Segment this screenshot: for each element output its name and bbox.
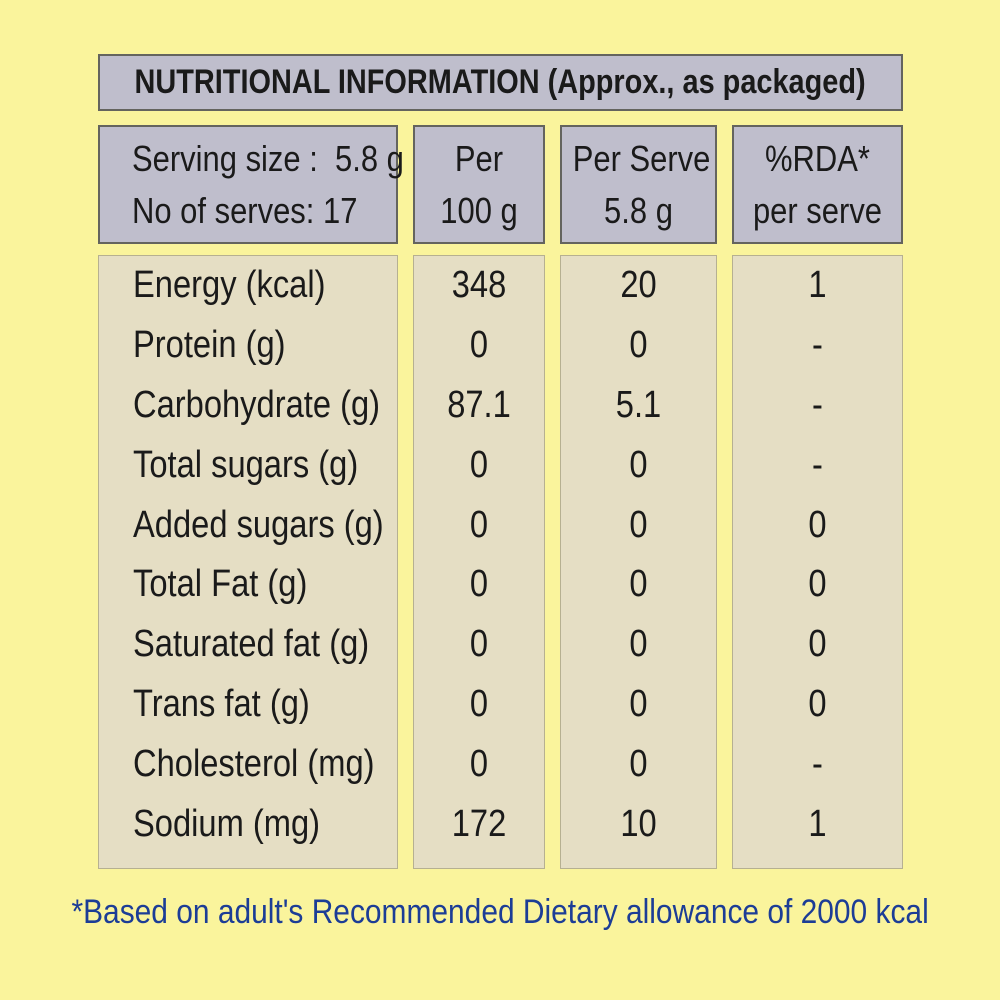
- per-serve-value: 0: [629, 443, 648, 486]
- rda-value: 0: [808, 503, 827, 546]
- per-100g-value: 0: [469, 563, 489, 606]
- rda-value: 0: [808, 623, 827, 666]
- per-serve-value: 0: [629, 563, 648, 606]
- footnote-text: *Based on adult's Recommended Dietary al…: [71, 893, 929, 931]
- per-100g-value: 0: [469, 324, 489, 367]
- nutrient-label: Cholesterol (mg): [133, 742, 375, 785]
- nutrition-table: NUTRITIONAL INFORMATION (Approx., as pac…: [98, 54, 903, 869]
- footnote: *Based on adult's Recommended Dietary al…: [0, 892, 1000, 932]
- per-serve-value: 0: [629, 742, 648, 785]
- nutrient-label: Total Fat (g): [133, 563, 308, 606]
- per-100g-header-line2: 100 g: [440, 189, 518, 231]
- rda-value: 0: [808, 563, 827, 606]
- rda-header-line1: %RDA*: [765, 137, 870, 179]
- header-cell-serving-info: Serving size : 5.8 g No of serves: 17: [98, 125, 404, 244]
- rda-value: -: [812, 383, 823, 426]
- per-serve-value: 10: [620, 802, 657, 845]
- per-100g-value: 0: [469, 682, 489, 725]
- rda-column: 1 - - - 0 0 0 0 - 1: [732, 255, 903, 869]
- per-100g-header-line1: Per: [454, 137, 504, 179]
- nutrient-label: Added sugars (g): [133, 503, 384, 546]
- no-of-serves-text: No of serves: 17: [132, 189, 358, 231]
- rda-value: 1: [808, 264, 827, 307]
- per-100g-value: 0: [469, 742, 489, 785]
- rda-value: 0: [808, 682, 827, 725]
- per-serve-value: 0: [629, 324, 648, 367]
- per-serve-header-line2: 5.8 g: [604, 189, 673, 231]
- nutrient-label: Saturated fat (g): [133, 623, 370, 666]
- per-serve-value: 0: [629, 682, 648, 725]
- per-100g-value: 0: [469, 503, 489, 546]
- rda-value: -: [812, 742, 823, 785]
- table-title-bar: NUTRITIONAL INFORMATION (Approx., as pac…: [98, 54, 903, 111]
- header-cell-per-serve: Per Serve 5.8 g: [560, 125, 717, 244]
- per-100g-value: 87.1: [447, 383, 511, 426]
- per-100g-value: 0: [469, 443, 489, 486]
- per-serve-value: 5.1: [615, 383, 662, 426]
- rda-header-line2: per serve: [752, 189, 883, 231]
- per-serve-value: 20: [620, 264, 657, 307]
- per-serve-header-line1: Per Serve: [572, 137, 711, 179]
- nutrient-label: Total sugars (g): [133, 443, 359, 486]
- per-serve-column: 20 0 5.1 0 0 0 0 0 0 10: [560, 255, 717, 869]
- table-header-row: Serving size : 5.8 g No of serves: 17 Pe…: [98, 125, 903, 244]
- per-100g-value: 348: [451, 264, 507, 307]
- nutrient-label: Carbohydrate (g): [133, 383, 381, 426]
- nutrients-column: Energy (kcal) Protein (g) Carbohydrate (…: [98, 255, 398, 869]
- nutrient-label: Trans fat (g): [133, 682, 310, 725]
- per-100g-value: 172: [451, 802, 507, 845]
- table-body: Energy (kcal) Protein (g) Carbohydrate (…: [98, 255, 903, 869]
- nutrient-label: Sodium (mg): [133, 802, 321, 845]
- rda-value: 1: [808, 802, 827, 845]
- rda-value: -: [812, 443, 823, 486]
- serving-size-text: Serving size : 5.8 g: [132, 137, 404, 179]
- table-title: NUTRITIONAL INFORMATION (Approx., as pac…: [134, 63, 867, 101]
- nutrient-label: Energy (kcal): [133, 264, 326, 307]
- per-serve-value: 0: [629, 503, 648, 546]
- rda-value: -: [812, 324, 823, 367]
- header-cell-per-100g: Per 100 g: [413, 125, 545, 244]
- per-100g-value: 0: [469, 623, 489, 666]
- per-100g-column: 348 0 87.1 0 0 0 0 0 0 172: [413, 255, 545, 869]
- per-serve-value: 0: [629, 623, 648, 666]
- nutrient-label: Protein (g): [133, 324, 286, 367]
- header-cell-rda: %RDA* per serve: [732, 125, 903, 244]
